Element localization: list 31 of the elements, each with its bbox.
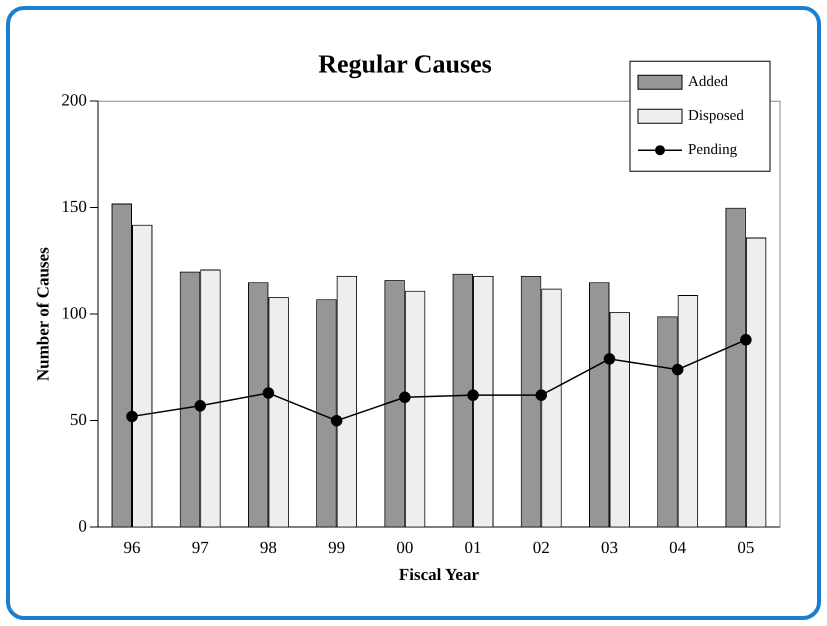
point [604, 353, 616, 365]
x-axis-title: Fiscal Year [398, 565, 480, 584]
x-tick-label: 05 [737, 538, 754, 557]
x-tick-label: 02 [532, 538, 550, 557]
x-tick-label: 00 [396, 538, 414, 557]
x-tick-label: 03 [600, 538, 618, 557]
point [262, 387, 274, 399]
legend-label: Pending [688, 142, 738, 158]
point [126, 410, 138, 422]
x-tick-label: 96 [124, 538, 141, 557]
legend-label: Added [688, 74, 728, 90]
point [330, 414, 342, 426]
x-tick-label: 97 [192, 538, 210, 557]
y-tick-label: 0 [78, 516, 87, 536]
x-tick-label: 99 [328, 538, 346, 557]
point [467, 389, 479, 401]
y-tick-label: 100 [61, 304, 87, 323]
point [194, 400, 206, 412]
point [740, 334, 752, 346]
legend-label: Disposed [688, 108, 744, 124]
y-tick-label: 200 [61, 90, 87, 110]
y-axis-title: Number of Causes [34, 246, 53, 382]
y-tick-label: 50 [70, 410, 87, 430]
chart-title: Regular Causes [318, 49, 492, 78]
x-tick-label: 01 [464, 538, 482, 557]
y-tick-label: 150 [61, 197, 87, 216]
x-tick-label: 98 [260, 538, 277, 557]
point [399, 392, 411, 404]
x-tick-label: 04 [669, 538, 687, 557]
point [536, 389, 548, 401]
point [672, 364, 684, 376]
